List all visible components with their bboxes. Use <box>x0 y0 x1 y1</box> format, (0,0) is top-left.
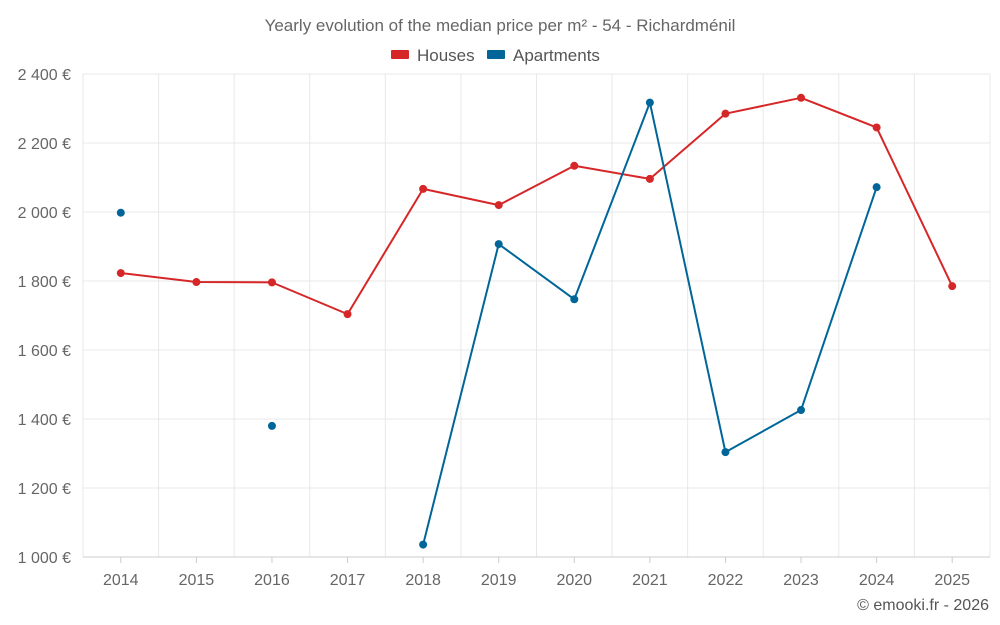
data-point-apartments-2019[interactable] <box>494 240 503 249</box>
data-point-houses-2022[interactable] <box>721 109 730 118</box>
x-tick-label: 2019 <box>481 572 517 589</box>
series-line-apartments <box>422 101 878 545</box>
x-tick-label: 2020 <box>556 572 592 589</box>
y-tick-label: 2 000 € <box>18 205 71 222</box>
grid <box>82 73 991 558</box>
y-tick-label: 2 400 € <box>18 67 71 84</box>
axes: 1 000 € 1 200 € 1 400 € 1 600 € 1 800 € 2 000… <box>18 67 990 589</box>
series <box>116 93 957 549</box>
y-tick-label: 1 800 € <box>18 274 71 291</box>
data-point-houses-2021[interactable] <box>645 174 654 183</box>
data-point-houses-2023[interactable] <box>797 93 806 102</box>
data-point-houses-2024[interactable] <box>872 123 881 132</box>
data-point-apartments-2024[interactable] <box>872 183 881 192</box>
data-point-apartments-2016[interactable] <box>267 421 276 430</box>
y-tick-label: 1 000 € <box>18 550 71 567</box>
legend-label-apartments[interactable]: Apartments <box>513 46 600 65</box>
series-apartments <box>116 98 881 549</box>
x-tick-label: 2024 <box>859 572 895 589</box>
data-point-houses-2014[interactable] <box>116 269 125 278</box>
legend-swatch-houses <box>391 50 409 59</box>
data-point-houses-2020[interactable] <box>570 161 579 170</box>
data-point-houses-2025[interactable] <box>948 282 957 291</box>
legend-swatch-apartments <box>487 50 505 59</box>
data-point-houses-2015[interactable] <box>192 278 201 287</box>
data-point-apartments-2023[interactable] <box>797 406 806 415</box>
data-point-apartments-2020[interactable] <box>570 295 579 304</box>
y-tick-label: 2 200 € <box>18 136 71 153</box>
x-tick-label: 2023 <box>783 572 819 589</box>
data-point-houses-2017[interactable] <box>343 310 352 319</box>
x-tick-label: 2018 <box>405 572 441 589</box>
data-point-apartments-2021[interactable] <box>645 98 654 107</box>
series-line-houses <box>120 96 954 316</box>
x-tick-label: 2015 <box>179 572 215 589</box>
y-tick-label: 1 400 € <box>18 412 71 429</box>
data-point-apartments-2018[interactable] <box>419 540 428 549</box>
legend: Houses Apartments <box>391 46 600 65</box>
x-tick-label: 2017 <box>330 572 366 589</box>
x-tick-label: 2022 <box>708 572 744 589</box>
data-point-apartments-2022[interactable] <box>721 448 730 457</box>
data-point-houses-2016[interactable] <box>267 278 276 287</box>
x-tick-label: 2016 <box>254 572 290 589</box>
data-point-apartments-2014[interactable] <box>116 208 125 217</box>
y-tick-label: 1 600 € <box>18 343 71 360</box>
data-point-houses-2019[interactable] <box>494 201 503 210</box>
credit-text: © emooki.fr - 2026 <box>857 597 989 614</box>
chart-title: Yearly evolution of the median price per… <box>265 16 736 35</box>
y-tick-label: 1 200 € <box>18 481 71 498</box>
data-point-houses-2018[interactable] <box>419 184 428 193</box>
series-houses <box>116 93 957 319</box>
x-tick-label: 2025 <box>934 572 970 589</box>
legend-label-houses[interactable]: Houses <box>417 46 475 65</box>
x-tick-label: 2014 <box>103 572 139 589</box>
x-tick-label: 2021 <box>632 572 668 589</box>
